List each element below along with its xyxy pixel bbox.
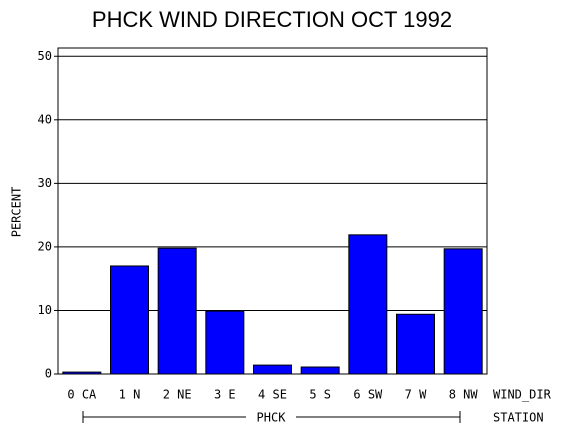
x-tick-label: 2 NE (163, 388, 192, 402)
bar (253, 364, 292, 375)
bar (205, 310, 245, 375)
y-axis-label: PERCENT (10, 187, 24, 238)
x-tick-label: 3 E (214, 388, 236, 402)
x-tick-label: 7 W (405, 388, 427, 402)
x-axis-label: WIND_DIR (493, 388, 552, 402)
x-tick-label: 1 N (119, 388, 141, 402)
y-tick-label: 0 (45, 367, 52, 381)
x-tick-label: 5 S (309, 388, 331, 402)
group-axis-label: STATION (493, 411, 544, 425)
y-tick-label: 10 (38, 303, 52, 317)
bar (157, 247, 197, 375)
x-tick-label: 6 SW (353, 388, 383, 402)
y-tick-label: 50 (38, 49, 52, 63)
x-tick-label: 8 NW (449, 388, 479, 402)
y-tick-label: 40 (38, 112, 52, 126)
y-tick-label: 20 (38, 239, 52, 253)
bar (62, 371, 102, 375)
bar (110, 265, 149, 375)
chart-title: PHCK WIND DIRECTION OCT 1992 (92, 7, 452, 32)
x-tick-label: 0 CA (67, 388, 97, 402)
group-label-bg (246, 410, 296, 424)
y-tick-label: 30 (38, 176, 52, 190)
x-tick-label: 4 SE (258, 388, 287, 402)
bar (443, 248, 483, 375)
bar (396, 313, 435, 375)
group-label: PHCK (257, 411, 287, 425)
bar (300, 366, 340, 375)
bar (348, 234, 388, 375)
